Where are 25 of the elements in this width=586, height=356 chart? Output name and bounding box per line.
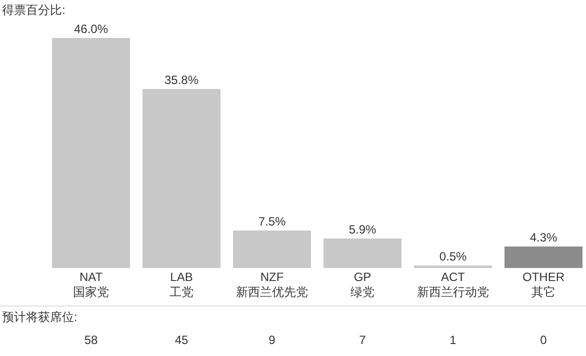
x-tick-label: OTHER 其它: [522, 270, 565, 299]
text: 1: [450, 333, 457, 347]
data-label: 0.5%: [439, 250, 467, 264]
data-label: 5.9%: [348, 222, 376, 236]
text: 预计将获席位:: [2, 310, 78, 324]
chart-title: 得票百分比:: [2, 3, 66, 17]
text: 58: [84, 333, 98, 347]
x-tick-label: LAB 工党: [170, 270, 194, 299]
data-label: 46.0%: [74, 22, 108, 36]
text: 45: [174, 333, 188, 347]
data-label: 35.8%: [164, 73, 199, 87]
bar: [324, 238, 402, 268]
data-label: 7.5%: [258, 214, 286, 228]
bar: [142, 89, 220, 268]
x-tick-label: NAT 国家党: [73, 270, 109, 299]
x-tick-label: GP 绿党: [350, 270, 374, 299]
x-tick-label: ACT 新西兰行动党: [417, 270, 489, 299]
bar: [233, 230, 311, 268]
bar: [504, 246, 582, 268]
data-label: 4.3%: [530, 230, 558, 244]
text: 0: [540, 333, 548, 347]
x-tick-label: NZF 新西兰优先党: [236, 270, 308, 299]
text: 9: [268, 333, 276, 347]
text: 7: [359, 333, 366, 347]
bar: [52, 38, 130, 268]
